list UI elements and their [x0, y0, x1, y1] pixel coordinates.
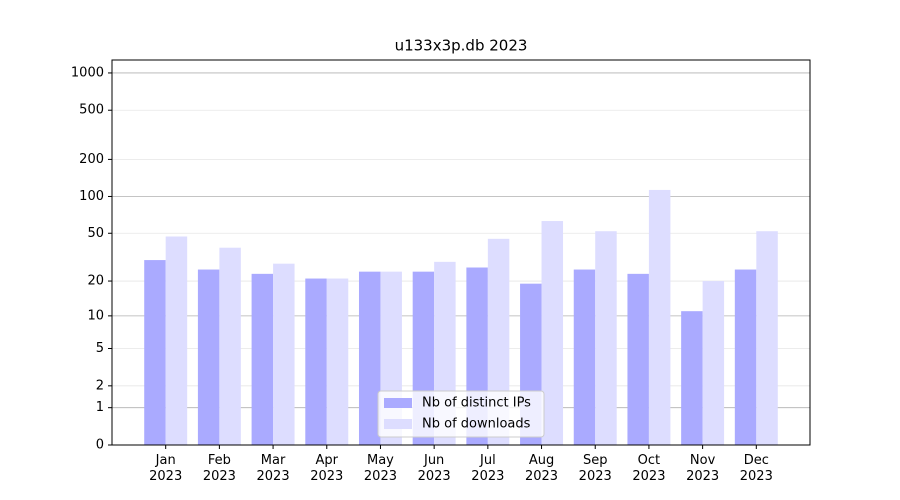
y-tick-label: 20 [87, 274, 104, 289]
bar [305, 278, 327, 445]
bar [251, 273, 274, 445]
x-tick-label: Aug 2023 [524, 453, 559, 484]
bar [219, 247, 241, 445]
legend-label: Nb of distinct IPs [422, 396, 531, 411]
bar [627, 273, 649, 445]
y-tick-label: 0 [96, 438, 104, 453]
y-tick-label: 50 [87, 226, 104, 241]
x-tick-label: Oct 2023 [632, 453, 666, 484]
bar [573, 269, 596, 445]
legend-swatch [384, 419, 412, 429]
bar [358, 271, 381, 445]
y-tick-label: 2 [96, 378, 104, 393]
bar [734, 269, 757, 445]
chart-title: u133x3p.db 2023 [395, 37, 528, 55]
bar [273, 263, 295, 445]
x-tick-label: Mar 2023 [256, 453, 290, 484]
legend: Nb of distinct IPs Nb of downloads [377, 390, 545, 438]
x-tick-label: May 2023 [363, 453, 397, 484]
y-tick-label: 100 [79, 189, 104, 204]
x-tick-label: Nov 2023 [686, 453, 720, 484]
bar [144, 260, 166, 445]
y-tick-label: 10 [87, 308, 104, 323]
y-tick-label: 5 [96, 341, 104, 356]
x-tick-label: Jul 2023 [471, 453, 505, 484]
legend-label: Nb of downloads [422, 417, 531, 432]
bar [595, 231, 617, 445]
bar [756, 231, 778, 445]
bar [681, 311, 703, 445]
x-tick-label: Jun 2023 [417, 453, 451, 484]
x-tick-label: Feb 2023 [202, 453, 236, 484]
x-tick-label: Apr 2023 [310, 453, 344, 484]
bar [648, 189, 671, 445]
y-tick-label: 500 [79, 103, 104, 118]
y-tick-label: 200 [79, 152, 104, 167]
x-tick-label: Jan 2023 [149, 453, 183, 484]
x-tick-label: Dec 2023 [739, 453, 773, 484]
bar [197, 269, 220, 445]
y-tick-label: 1 [96, 400, 104, 415]
bar [541, 221, 564, 445]
bar [165, 236, 188, 445]
legend-swatch [384, 398, 412, 408]
y-tick-label: 1000 [71, 65, 104, 80]
legend-box [377, 390, 545, 438]
bar [326, 278, 349, 445]
plot-frame [111, 59, 811, 446]
bar [702, 281, 725, 445]
x-tick-label: Sep 2023 [578, 453, 612, 484]
